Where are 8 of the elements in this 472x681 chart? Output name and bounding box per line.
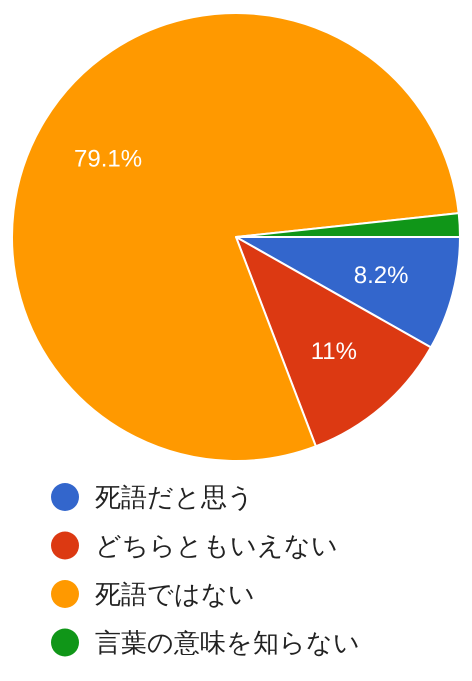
data-label: 11% [310, 338, 357, 365]
legend-label: 死語だと思う [95, 482, 254, 512]
legend-label: 言葉の意味を知らない [95, 628, 360, 658]
legend-label: どちらともいえない [95, 530, 338, 560]
data-label: 79.1% [74, 146, 142, 173]
pie-slice [11, 12, 460, 462]
legend-label: 死語ではない [95, 579, 255, 609]
data-label: 8.2% [354, 262, 408, 290]
